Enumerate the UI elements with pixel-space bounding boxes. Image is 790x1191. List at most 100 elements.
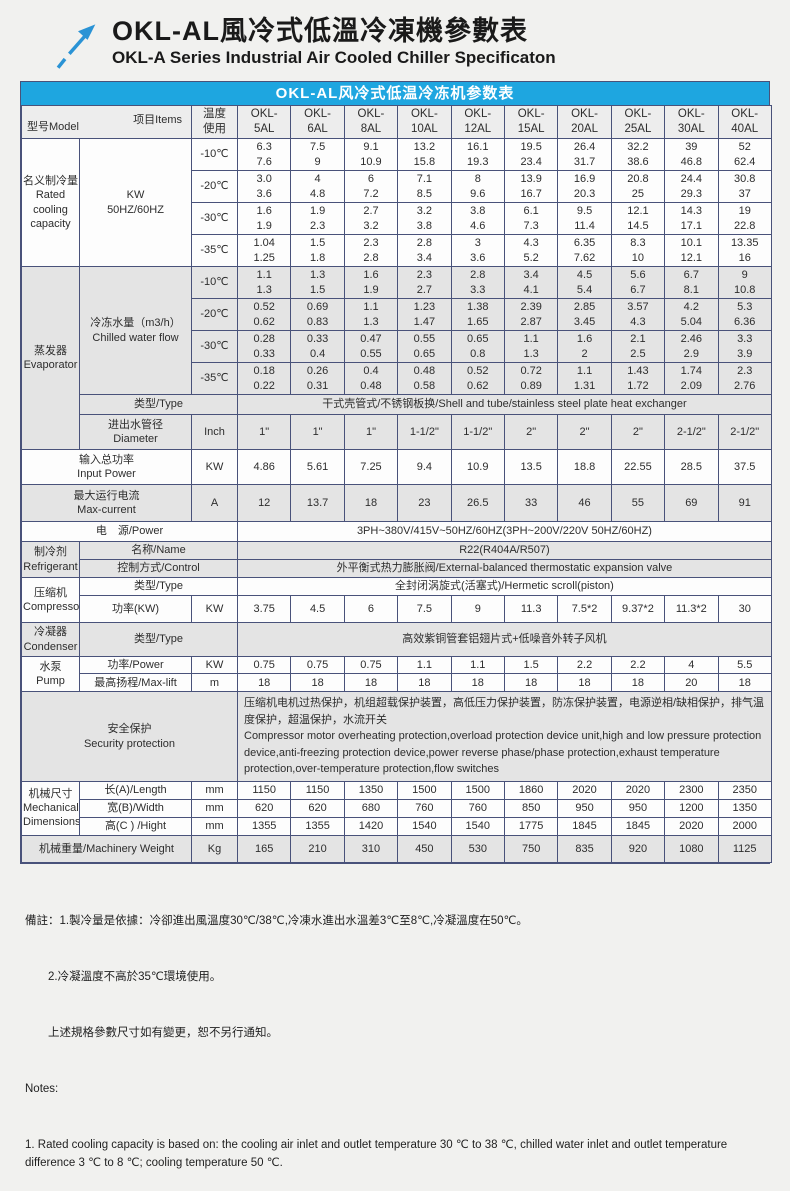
- table-cell: 3.75: [236, 595, 292, 623]
- table-cell: 30: [717, 595, 772, 623]
- table-cell: 2.1 2.5: [610, 330, 666, 363]
- table-cell: 530: [450, 834, 505, 863]
- table-cell: 2.3 2.7: [397, 266, 452, 299]
- item-label: 最大运行电流 Max-current: [21, 484, 192, 522]
- table-cell: 3.8 4.6: [450, 202, 505, 235]
- item-label: 宽(B)/Width: [79, 798, 192, 818]
- table-cell: 20.8 25: [610, 170, 666, 203]
- table-cell: 1-1/2": [450, 414, 505, 450]
- table-cell: 12.1 14.5: [610, 202, 666, 235]
- model-items-header: 型号Model 项目Items: [21, 105, 192, 139]
- page-subtitle: OKL-A Series Industrial Air Cooled Chill…: [112, 48, 556, 68]
- table-cell: 1.1 1.3: [236, 266, 292, 299]
- table-row: -35℃ 1.04 1.25 1.5 1.8 2.3 2.8 2.8 3.4 3 3.6 4…: [22, 234, 772, 267]
- table-cell: 2": [610, 414, 666, 450]
- table-cell: 4.5: [290, 595, 345, 623]
- item-label: 功率(KW): [79, 595, 192, 623]
- table-cell: 1-1/2": [397, 414, 452, 450]
- spec-table-container: OKL-AL风冷式低温冷冻机参数表 型号Model 项目Items 温度 使用 OKL…: [20, 81, 772, 864]
- table-cell: 620: [236, 798, 292, 818]
- table-cell: 13.2 15.8: [397, 138, 452, 171]
- table-row: -35℃ 0.18 0.22 0.26 0.31 0.4 0.48 0.48 0.58 0…: [22, 362, 772, 395]
- table-cell: 0.33 0.4: [290, 330, 345, 363]
- table-row: 蒸发器 Evaporator 冷冻水量（m3/h） Chilled water f…: [21, 266, 772, 450]
- spec-table: 型号Model 项目Items 温度 使用 OKL- 5AL OKL- 6AL OKL- …: [21, 105, 772, 863]
- table-cell: 18: [290, 673, 345, 693]
- table-cell: 2.3 2.76: [717, 362, 772, 395]
- table-row: 宽(B)/Width mm 620 620 680 760 760 850 950 950 1200…: [22, 798, 772, 818]
- table-cell: 1": [343, 414, 399, 450]
- section-label: 机械尺寸 Mechanical Dimensions: [21, 780, 80, 836]
- temp-label: -20℃: [191, 298, 238, 331]
- table-cell: 23: [397, 484, 452, 522]
- table-cell: 1150: [236, 780, 292, 800]
- title-block: OKL-AL風冷式低溫冷凍機參數表 OKL-A Series Industria…: [112, 16, 556, 68]
- table-cell: 1.43 1.72: [610, 362, 666, 395]
- section-label: 蒸发器 Evaporator: [21, 266, 80, 450]
- table-row: -20℃ 3.0 3.6 4 4.8 6 7.2 7.1 8.5 8 9.6 13.9 16…: [22, 170, 772, 203]
- note-line: 上述規格參數尺寸如有變更，恕不另行通知。: [25, 1026, 278, 1039]
- item-label: 机械重量/Machinery Weight: [21, 834, 192, 863]
- table-cell: 1.38 1.65: [450, 298, 505, 331]
- table-cell: 760: [450, 798, 505, 818]
- table-cell: 10.9: [450, 449, 505, 485]
- table-cell: 0.75: [290, 655, 345, 675]
- table-cell: 2.39 2.87: [503, 298, 559, 331]
- table-cell: 1500: [397, 780, 452, 800]
- table-cell: 2": [503, 414, 559, 450]
- note-line: 備註：1.製冷量是依據：冷卻進出風溫度30℃/38℃,冷凍水進出水溫差3℃至8℃…: [25, 915, 528, 928]
- table-cell: 1.1 1.3: [503, 330, 559, 363]
- table-cell: 1.6 2: [557, 330, 612, 363]
- table-cell: 24.4 29.3: [664, 170, 719, 203]
- table-cell: 1860: [503, 780, 559, 800]
- table-cell: 11.3: [503, 595, 559, 623]
- table-cell: 2020: [610, 780, 666, 800]
- table-cell: 5.61: [290, 449, 345, 485]
- table-cell: 1.5 1.8: [290, 234, 345, 267]
- table-cell: 13.35 16: [717, 234, 772, 267]
- table-cell: 0.75: [343, 655, 399, 675]
- table-cell: 1.9 2.3: [290, 202, 345, 235]
- table-cell: 46: [557, 484, 612, 522]
- item-label: 冷冻水量（m3/h） Chilled water flow: [79, 266, 192, 395]
- page-title: OKL-AL風冷式低溫冷凍機參數表: [112, 16, 528, 46]
- table-cell: 7.25: [343, 449, 399, 485]
- table-cell: 165: [236, 834, 292, 863]
- table-cell: 0.69 0.83: [290, 298, 345, 331]
- table-row: 机械重量/Machinery Weight Kg 165 210 310 450 530 75…: [21, 834, 772, 863]
- arrow-logo-icon: [56, 24, 96, 69]
- table-cell: 2.46 2.9: [664, 330, 719, 363]
- unit-label: Inch: [191, 414, 238, 450]
- table-cell: 1.74 2.09: [664, 362, 719, 395]
- table-cell: 1350: [717, 798, 772, 818]
- table-cell: 850: [503, 798, 559, 818]
- table-cell: 2.85 3.45: [557, 298, 612, 331]
- table-cell: 69: [664, 484, 719, 522]
- item-label: 进出水管径 Diameter: [79, 414, 192, 450]
- table-cell: 835: [557, 834, 612, 863]
- table-cell: 1540: [450, 816, 505, 836]
- table-row: 制冷剂 Refrigerant 名称/Name R22(R404A/R507): [21, 541, 772, 578]
- model-header: OKL- 15AL: [503, 105, 559, 139]
- table-row: 最高扬程/Max-lift m 18 18 18 18 18 18 18 18 20 18: [22, 673, 772, 693]
- refrigerant-name-value: R22(R404A/R507): [237, 541, 772, 560]
- table-cell: 18: [717, 673, 772, 693]
- unit-label: KW: [191, 595, 238, 623]
- table-cell: 2020: [557, 780, 612, 800]
- table-cell: 6: [343, 595, 399, 623]
- table-cell: 6.3 7.6: [236, 138, 292, 171]
- table-cell: 7.5 9: [290, 138, 345, 171]
- model-header-label: 型号Model: [27, 120, 79, 133]
- table-cell: 310: [343, 834, 399, 863]
- table-cell: 9.1 10.9: [343, 138, 399, 171]
- table-cell: 1": [236, 414, 292, 450]
- section-label: 冷凝器 Condenser: [21, 622, 80, 657]
- table-cell: 750: [503, 834, 559, 863]
- table-cell: 3 3.6: [450, 234, 505, 267]
- table-row: 型号Model 项目Items 温度 使用 OKL- 5AL OKL- 6AL OKL- …: [21, 105, 772, 139]
- section-label: 压缩机 Compressor: [21, 577, 80, 623]
- table-row: 控制方式/Control 外平衡式热力膨胀阀/External-balanced …: [22, 559, 772, 578]
- table-cell: 1500: [450, 780, 505, 800]
- table-cell: 91: [717, 484, 772, 522]
- table-cell: 2.2: [610, 655, 666, 675]
